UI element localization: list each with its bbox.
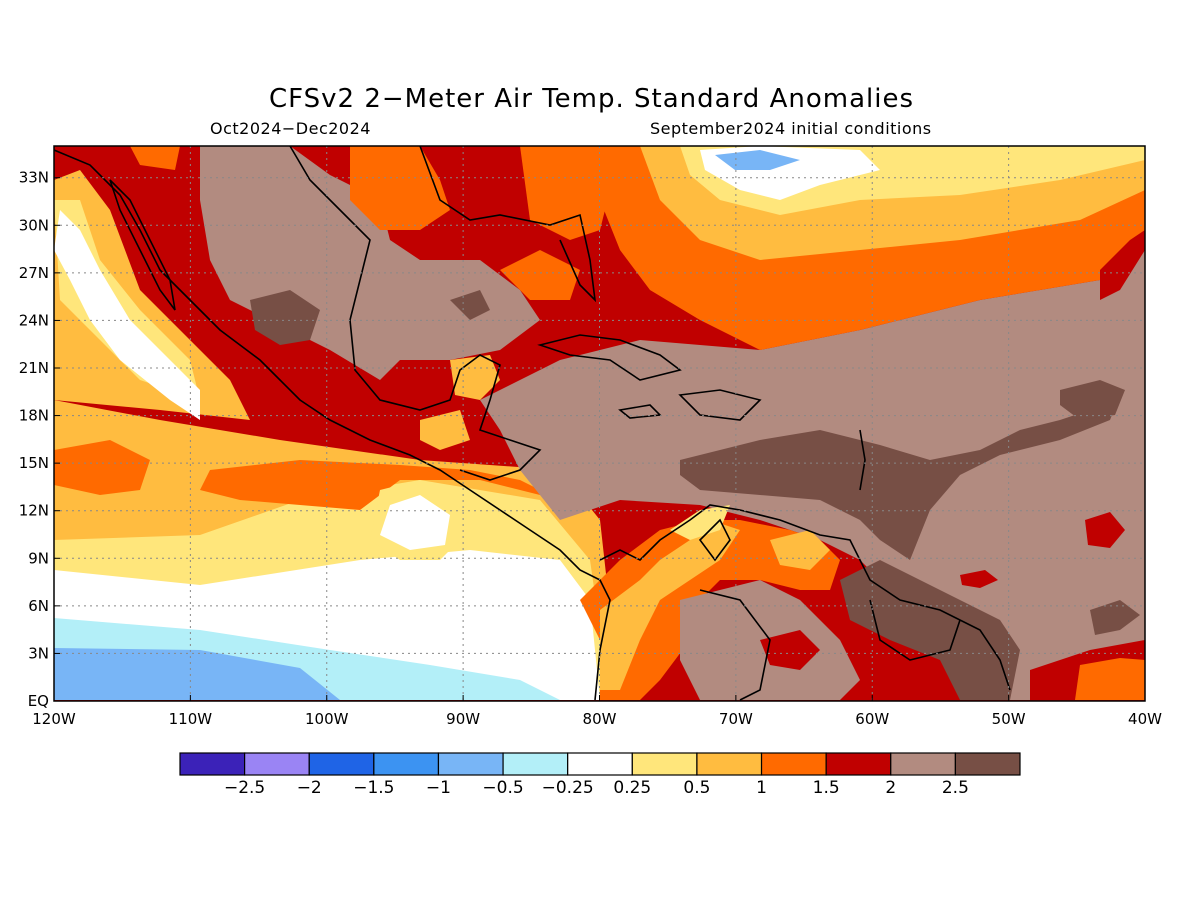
colorbar-swatch xyxy=(179,752,246,776)
lat-tick-label: 30N xyxy=(19,216,49,234)
lat-tick-label: 24N xyxy=(19,311,49,329)
coastlines xyxy=(54,146,1011,701)
colorbar-label: −2.5 xyxy=(224,778,265,798)
lat-tick-label: 9N xyxy=(28,549,49,567)
lon-tick-label: 80W xyxy=(583,710,617,728)
colorbar-label: −1 xyxy=(426,778,451,798)
lat-tick-label: 3N xyxy=(28,644,49,662)
colorbar-swatch xyxy=(696,752,763,776)
lon-tick-label: 100W xyxy=(305,710,349,728)
colorbar-swatch xyxy=(760,752,827,776)
lon-tick-label: 70W xyxy=(719,710,753,728)
lon-tick-label: 50W xyxy=(992,710,1026,728)
latitude-labels: 33N 30N 27N 24N 21N 18N 15N 12N 9N 6N 3N EQ xyxy=(19,169,49,710)
colorbar-label: 2.5 xyxy=(942,778,969,798)
colorbar-label: −0.5 xyxy=(482,778,523,798)
lat-tick-label: 21N xyxy=(19,359,49,377)
lat-tick-label: 6N xyxy=(28,597,49,615)
colorbar-swatch xyxy=(437,752,504,776)
colorbar-swatch xyxy=(631,752,698,776)
lat-tick-label: 27N xyxy=(19,264,49,282)
colorbar-swatch xyxy=(502,752,569,776)
longitude-labels: 120W 110W 100W 90W 80W 70W 60W 50W 40W xyxy=(32,710,1162,728)
colorbar-label: 2 xyxy=(885,778,896,798)
colorbar-swatch xyxy=(244,752,310,776)
lat-tick-label: 33N xyxy=(19,169,49,187)
initial-conditions: September2024 initial conditions xyxy=(650,119,932,138)
lat-tick-label: EQ xyxy=(28,692,49,710)
lat-tick-label: 15N xyxy=(19,454,49,472)
lon-tick-label: 110W xyxy=(169,710,213,728)
colorbar-labels: −2.5 −2 −1.5 −1 −0.5 −0.25 0.25 0.5 1 1.5 2 2.5 xyxy=(224,778,969,798)
lon-tick-label: 120W xyxy=(32,710,76,728)
lon-tick-label: 90W xyxy=(446,710,480,728)
colorbar-swatch xyxy=(825,752,892,776)
lat-tick-label: 18N xyxy=(19,407,49,425)
axis-ticks xyxy=(53,177,1146,702)
colorbar-swatch xyxy=(567,752,633,776)
colorbar-label: 0.25 xyxy=(613,778,651,798)
lon-tick-label: 40W xyxy=(1128,710,1162,728)
colorbar-swatch xyxy=(373,752,440,776)
colorbar-label: 1.5 xyxy=(813,778,840,798)
colorbar-label: −1.5 xyxy=(353,778,394,798)
lat-tick-label: 12N xyxy=(19,502,49,520)
lon-tick-label: 60W xyxy=(855,710,889,728)
colorbar-label: 0.5 xyxy=(683,778,710,798)
colorbar-swatch xyxy=(308,752,375,776)
colorbar-label: −2 xyxy=(297,778,322,798)
chart-title: CFSv2 2−Meter Air Temp. Standard Anomali… xyxy=(268,84,914,114)
colorbar-swatch xyxy=(890,752,956,776)
forecast-period: Oct2024−Dec2024 xyxy=(210,119,371,138)
colorbar-swatch xyxy=(954,752,1021,776)
colorbar xyxy=(179,752,1021,776)
colorbar-label: 1 xyxy=(756,778,767,798)
colorbar-label: −0.25 xyxy=(542,778,594,798)
map-grid xyxy=(54,146,1145,701)
